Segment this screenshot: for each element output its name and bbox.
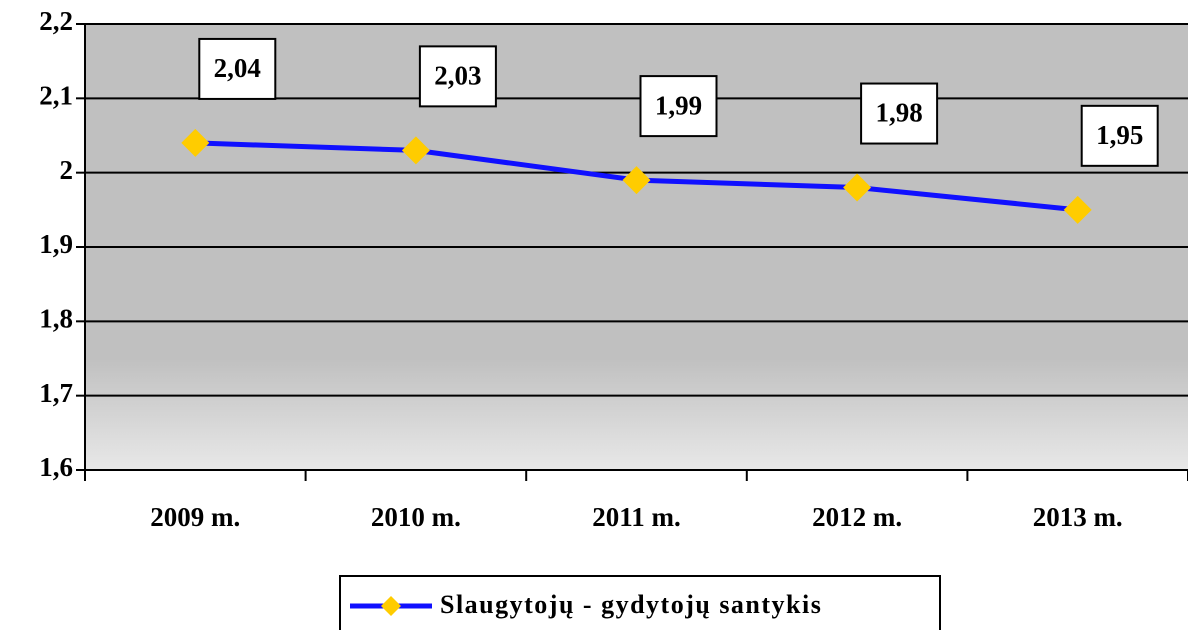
legend-box — [339, 575, 941, 630]
x-tick-label: 2009 m. — [150, 502, 240, 532]
legend-label: Slaugytojų - gydytojų santykis — [440, 590, 822, 619]
marker — [401, 136, 430, 165]
data-label-box — [860, 82, 939, 145]
y-tick-label: 1,8 — [39, 304, 73, 334]
marker — [622, 166, 651, 195]
legend-marker — [381, 596, 401, 616]
y-tick-label: 2 — [60, 155, 74, 185]
y-tick-label: 2,2 — [39, 6, 73, 36]
marker — [1063, 195, 1092, 224]
y-tick-label: 1,6 — [39, 452, 73, 482]
data-label-box — [1080, 104, 1159, 167]
marker — [181, 128, 210, 157]
x-tick-label: 2012 m. — [812, 502, 902, 532]
y-tick-label: 2,1 — [39, 81, 73, 111]
data-label-box — [639, 75, 718, 138]
y-tick-label: 1,7 — [39, 378, 73, 408]
data-label-box — [198, 37, 277, 100]
x-tick-label: 2010 m. — [371, 502, 461, 532]
marker — [843, 173, 872, 202]
x-tick-label: 2011 m. — [592, 502, 681, 532]
data-label: 1,98 — [875, 98, 922, 128]
x-tick-label: 2013 m. — [1033, 502, 1123, 532]
data-label-box — [418, 45, 497, 108]
data-label: 2,03 — [434, 61, 481, 91]
data-label: 1,95 — [1096, 120, 1143, 150]
data-label: 1,99 — [655, 90, 702, 120]
data-label: 2,04 — [214, 53, 261, 83]
y-tick-label: 1,9 — [39, 229, 73, 259]
